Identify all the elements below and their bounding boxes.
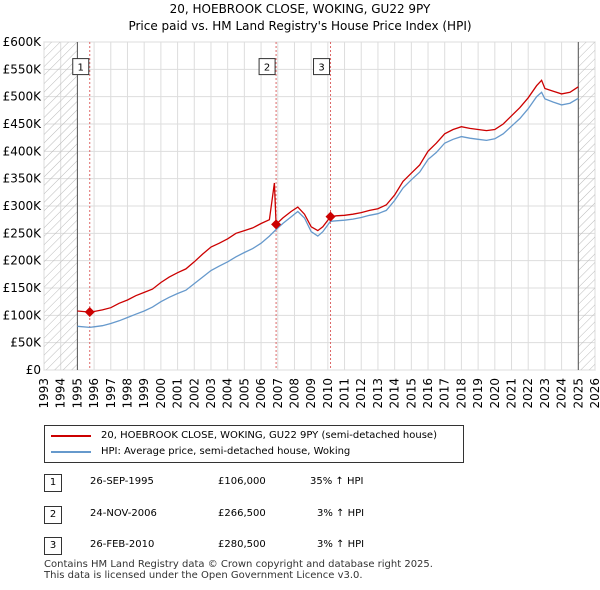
sale-label-text: 2 bbox=[264, 63, 270, 74]
x-tick-label: 1996 bbox=[87, 378, 101, 409]
y-tick-label: £450K bbox=[3, 117, 43, 131]
sale-date: 24-NOV-2006 bbox=[90, 508, 157, 519]
y-tick-label: £200K bbox=[3, 254, 43, 268]
footer-license: This data is licensed under the Open Gov… bbox=[44, 570, 363, 581]
sale-point-marker bbox=[84, 307, 95, 318]
legend-label-hpi: HPI: Average price, semi-detached house,… bbox=[101, 446, 351, 457]
footer: Contains HM Land Registry data © Crown c… bbox=[44, 559, 433, 581]
y-tick-label: £150K bbox=[3, 281, 43, 295]
x-tick-label: 2019 bbox=[471, 378, 485, 409]
sale-date: 26-FEB-2010 bbox=[90, 539, 155, 550]
chart-title: 20, HOEBROOK CLOSE, WOKING, GU22 9PY bbox=[170, 2, 431, 16]
x-tick-label: 2012 bbox=[354, 378, 368, 409]
sale-label-box bbox=[72, 58, 90, 76]
legend-swatch-property bbox=[51, 435, 91, 437]
sale-hpi-change: 3% ↑ HPI bbox=[317, 508, 365, 519]
x-tick-label: 2026 bbox=[588, 378, 600, 409]
x-tick-label: 2002 bbox=[187, 378, 201, 409]
sale-label-text: 1 bbox=[78, 63, 84, 74]
x-tick-label: 2017 bbox=[438, 378, 452, 409]
x-tick-label: 2022 bbox=[521, 378, 535, 409]
price-chart: 20, HOEBROOK CLOSE, WOKING, GU22 9PY Pri… bbox=[3, 2, 600, 409]
y-axis-ticks: £0 £50K £100K £150K £200K £250K £300K £350K £400… bbox=[3, 35, 43, 377]
sale-number-badge: 3 bbox=[44, 537, 62, 555]
x-tick-label: 2011 bbox=[338, 378, 352, 409]
hatched-region bbox=[578, 42, 595, 370]
x-tick-label: 2004 bbox=[221, 378, 235, 409]
hpi-series-line bbox=[77, 91, 579, 329]
gridlines bbox=[43, 41, 596, 371]
x-tick-label: 2001 bbox=[171, 378, 185, 409]
x-tick-label: 2015 bbox=[404, 378, 418, 409]
sale-label-box bbox=[313, 58, 331, 76]
x-tick-label: 2024 bbox=[555, 378, 569, 409]
legend-swatch-hpi bbox=[51, 451, 91, 453]
x-tick-label: 1994 bbox=[54, 378, 68, 409]
y-tick-label: £0 bbox=[26, 363, 41, 377]
legend-label-property: 20, HOEBROOK CLOSE, WOKING, GU22 9PY (se… bbox=[101, 430, 437, 441]
x-tick-label: 2006 bbox=[254, 378, 268, 409]
x-tick-label: 2003 bbox=[204, 378, 218, 409]
x-tick-label: 2000 bbox=[154, 378, 168, 409]
x-tick-label: 1993 bbox=[37, 378, 51, 409]
x-tick-label: 2018 bbox=[454, 378, 468, 409]
y-tick-label: £500K bbox=[3, 90, 43, 104]
sale-price: £280,500 bbox=[218, 539, 266, 550]
y-tick-label: £350K bbox=[3, 172, 43, 186]
x-tick-label: 2010 bbox=[321, 378, 335, 409]
sale-label-text: 3 bbox=[318, 63, 324, 74]
sale-number-badge: 2 bbox=[44, 506, 62, 524]
y-tick-label: £600K bbox=[3, 35, 43, 49]
x-tick-label: 1999 bbox=[137, 378, 151, 409]
sale-row: 1 26-SEP-1995 £106,000 35% ↑ HPI bbox=[44, 473, 464, 493]
footer-copyright: Contains HM Land Registry data © Crown c… bbox=[44, 559, 433, 570]
sale-price: £106,000 bbox=[218, 476, 266, 487]
y-tick-label: £100K bbox=[3, 308, 43, 322]
x-tick-label: 2008 bbox=[287, 378, 301, 409]
y-tick-label: £550K bbox=[3, 62, 43, 76]
sale-point-marker bbox=[271, 219, 282, 230]
x-tick-label: 2007 bbox=[271, 378, 285, 409]
sale-date: 26-SEP-1995 bbox=[90, 476, 154, 487]
sale-hpi-change: 35% ↑ HPI bbox=[310, 476, 364, 487]
sale-row: 3 26-FEB-2010 £280,500 3% ↑ HPI bbox=[44, 536, 464, 556]
x-tick-label: 2023 bbox=[538, 378, 552, 409]
sale-hpi-change: 3% ↑ HPI bbox=[317, 539, 365, 550]
sale-point-marker bbox=[325, 211, 336, 222]
sale-row: 2 24-NOV-2006 £266,500 3% ↑ HPI bbox=[44, 505, 464, 525]
y-tick-label: £50K bbox=[10, 336, 42, 350]
legend: 20, HOEBROOK CLOSE, WOKING, GU22 9PY (se… bbox=[44, 425, 464, 463]
x-tick-label: 2013 bbox=[371, 378, 385, 409]
x-tick-label: 2009 bbox=[304, 378, 318, 409]
x-axis-ticks: 1993 1994 1995 1996 1997 1998 1999 2000 2001 2002… bbox=[37, 378, 600, 409]
x-tick-label: 2025 bbox=[571, 378, 585, 409]
property-series-line bbox=[77, 79, 579, 313]
sale-label-box bbox=[258, 58, 276, 76]
x-tick-label: 1998 bbox=[120, 378, 134, 409]
hatched-region bbox=[44, 42, 78, 370]
x-tick-label: 1995 bbox=[70, 378, 84, 409]
hatched-regions bbox=[44, 42, 595, 370]
x-tick-label: 1997 bbox=[104, 378, 118, 409]
series-lines bbox=[77, 79, 579, 329]
x-tick-label: 2020 bbox=[488, 378, 502, 409]
y-tick-label: £250K bbox=[3, 226, 43, 240]
sale-markers: 1 2 3 bbox=[72, 58, 336, 318]
sale-number-badge: 1 bbox=[44, 474, 62, 492]
chart-subtitle: Price paid vs. HM Land Registry's House … bbox=[128, 19, 471, 33]
x-tick-label: 2014 bbox=[388, 378, 402, 409]
y-tick-label: £300K bbox=[3, 199, 43, 213]
x-tick-label: 2005 bbox=[237, 378, 251, 409]
sale-price: £266,500 bbox=[218, 508, 266, 519]
x-tick-label: 2021 bbox=[505, 378, 519, 409]
x-tick-label: 2016 bbox=[421, 378, 435, 409]
y-tick-label: £400K bbox=[3, 144, 43, 158]
